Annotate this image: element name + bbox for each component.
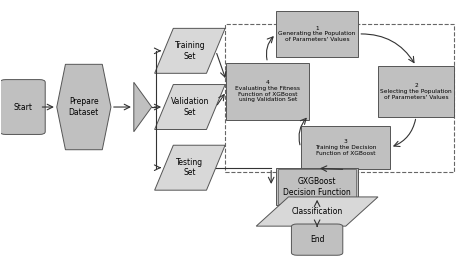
Text: GXGBoost
Decision Function: GXGBoost Decision Function [283, 177, 351, 197]
Polygon shape [134, 82, 152, 132]
Polygon shape [256, 197, 378, 226]
Text: Classification: Classification [292, 207, 343, 216]
Text: 4
Evaluating the Fitness
Function of XGBoost
using Validation Set: 4 Evaluating the Fitness Function of XGB… [235, 80, 300, 103]
Text: Start: Start [13, 103, 32, 112]
FancyBboxPatch shape [0, 80, 45, 134]
Polygon shape [155, 84, 225, 130]
Text: 3
Training the Decision
Function of XGBoost: 3 Training the Decision Function of XGBo… [315, 139, 376, 156]
Polygon shape [57, 64, 111, 150]
Bar [227, 63, 309, 120]
Text: Testing
Set: Testing Set [176, 158, 203, 177]
Bar [378, 66, 454, 117]
Text: Prepare
Dataset: Prepare Dataset [69, 97, 99, 117]
Text: Training
Set: Training Set [174, 41, 205, 61]
Text: Validation
Set: Validation Set [171, 97, 209, 117]
Text: 2
Selecting the Population
of Parameters' Values: 2 Selecting the Population of Parameters… [380, 83, 452, 100]
Polygon shape [155, 28, 225, 73]
FancyBboxPatch shape [292, 224, 343, 255]
Bar [276, 11, 358, 57]
Text: End: End [310, 235, 324, 244]
Bar [278, 169, 356, 204]
Bar [225, 24, 454, 172]
Bar [301, 126, 390, 169]
Text: 1
Generating the Population
of Parameters' Values: 1 Generating the Population of Parameter… [279, 26, 356, 42]
Polygon shape [155, 145, 225, 190]
Bar [276, 168, 358, 205]
